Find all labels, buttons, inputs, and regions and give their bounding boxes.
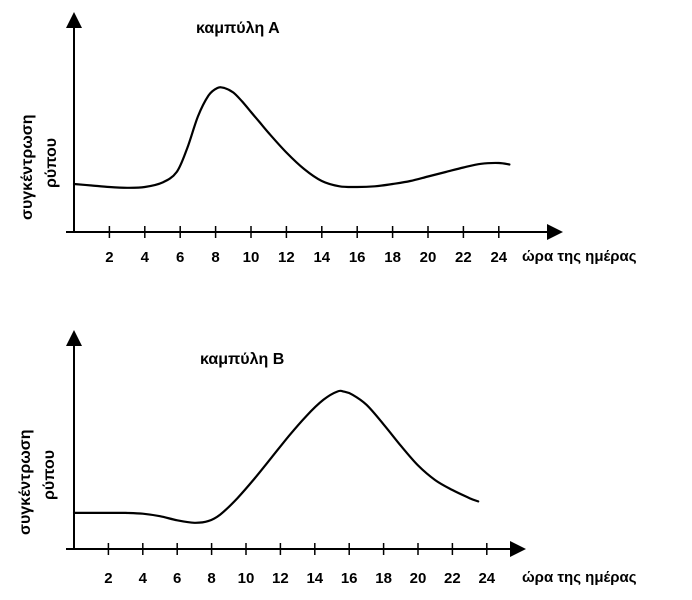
- chart-a-x-tick-label: 4: [141, 249, 150, 266]
- chart-a-x-tick-label: 8: [211, 249, 219, 266]
- chart-a-x-tick-label: 18: [384, 249, 401, 266]
- chart-a-x-label: ώρα της ημέρας: [522, 248, 637, 265]
- chart-b-x-tick-label: 8: [207, 570, 215, 587]
- chart-a-x-tick-label: 6: [176, 249, 184, 266]
- chart-b-x-tick-label: 14: [306, 570, 323, 587]
- chart-a-series-line: [72, 86, 511, 189]
- chart-b-x-tick-label: 12: [272, 570, 289, 587]
- chart-a-title: καμπύλη Α: [196, 20, 280, 37]
- chart-b-title: καμπύλη Β: [200, 351, 284, 368]
- chart-b-y-label-line1: συγκέντρωση: [17, 430, 34, 535]
- chart-b-x-tick-label: 4: [139, 570, 148, 587]
- chart-b-x-label: ώρα της ημέρας: [522, 569, 637, 586]
- chart-a-x-tick-label: 24: [490, 249, 507, 266]
- chart-a-y-label-line1: συγκέντρωση: [19, 115, 36, 220]
- chart-a-x-tick-label: 22: [455, 249, 472, 266]
- chart-b-x-tick-label: 16: [341, 570, 358, 587]
- chart-b-x-tick-label: 6: [173, 570, 181, 587]
- chart-a-x-tick-label: 2: [105, 249, 113, 266]
- chart-b-x-tick-label: 22: [444, 570, 461, 587]
- chart-b-x-tick-label: 20: [410, 570, 427, 587]
- chart-b-x-tick-label: 18: [375, 570, 392, 587]
- chart-b-x-tick-label: 24: [478, 570, 495, 587]
- chart-a-x-tick-label: 20: [420, 249, 437, 266]
- chart-b: καμπύλη Β ώρα της ημέρας συγκέντρωση ρύπ…: [17, 330, 637, 587]
- chart-a-x-tick-label: 16: [349, 249, 366, 266]
- chart-b-series-line: [72, 389, 480, 524]
- chart-b-y-label-line2: ρύπου: [41, 450, 58, 500]
- chart-a-x-tick-label: 12: [278, 249, 295, 266]
- chart-a-x-tick-label: 10: [243, 249, 260, 266]
- chart-a-x-tick-label: 14: [313, 249, 330, 266]
- chart-b-x-tick-label: 10: [238, 570, 255, 587]
- chart-b-x-tick-label: 2: [104, 570, 112, 587]
- chart-a-y-label-line2: ρύπου: [43, 138, 60, 188]
- chart-a: καμπύλη Α ώρα της ημέρας συγκέντρωση ρύπ…: [19, 12, 637, 266]
